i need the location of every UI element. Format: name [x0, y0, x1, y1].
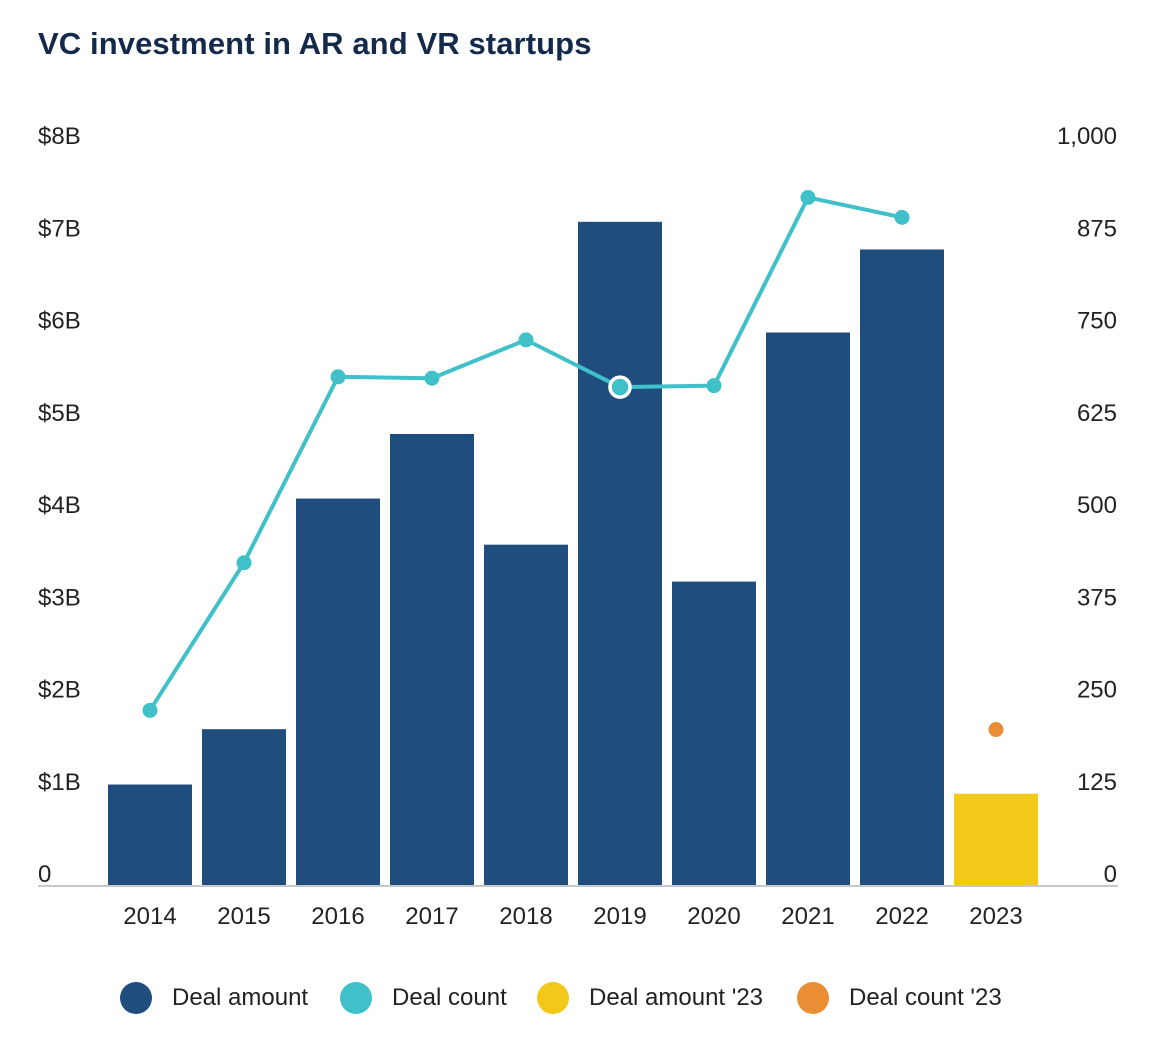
left-axis-tick-label: $6B [38, 308, 81, 335]
bar-2017 [390, 433, 474, 886]
x-axis-tick-label: 2023 [969, 903, 1022, 930]
chart: 0 $1B $2B $3B $4B $5B $6B $7B $8B 0 125 250 375 500 6… [38, 123, 1118, 930]
x-axis-tick-label: 2016 [311, 903, 364, 930]
right-axis-tick-label: 750 [1077, 308, 1117, 335]
deal-count-point-2022 [894, 209, 910, 225]
legend-swatch-deal-amount-23 [537, 982, 569, 1014]
left-axis-ticks: 0 $1B $2B $3B $4B $5B $6B $7B $8B [38, 123, 81, 888]
x-axis-tick-label: 2017 [405, 903, 458, 930]
left-axis-tick-label: $1B [38, 769, 81, 796]
x-axis-tick-label: 2015 [217, 903, 270, 930]
x-axis-tick-label: 2014 [123, 903, 176, 930]
right-axis-ticks: 0 125 250 375 500 625 750 875 1,000 [1057, 123, 1117, 888]
bar-2018 [484, 544, 568, 886]
right-axis-tick-label: 250 [1077, 677, 1117, 704]
bar-2014 [108, 784, 192, 886]
legend-swatch-deal-count-23 [797, 982, 829, 1014]
deal-count-point-2015 [236, 555, 252, 571]
right-axis-tick-label: 1,000 [1057, 123, 1117, 150]
deal-count-point-2021 [800, 189, 816, 205]
bar-2023 [954, 793, 1038, 886]
deal-count-point-2019 [608, 375, 632, 399]
legend-item-deal-count-23[interactable]: Deal count '23 [797, 976, 1002, 1020]
left-axis-tick-label: $7B [38, 215, 81, 242]
x-axis-ticks: 2014 2015 2016 2017 2018 2019 2020 2021 2022 2023 [123, 903, 1022, 930]
legend: Deal amount Deal count Deal amount '23 D… [0, 976, 1162, 1020]
legend-swatch-deal-amount [120, 982, 152, 1014]
left-axis-tick-label: 0 [38, 861, 51, 888]
legend-label: Deal amount [172, 984, 309, 1011]
legend-item-deal-amount-23[interactable]: Deal amount '23 [537, 976, 763, 1020]
deal-count-point-2018 [518, 332, 534, 348]
bar-2015 [202, 729, 286, 886]
x-axis-tick-label: 2019 [593, 903, 646, 930]
legend-label: Deal amount '23 [589, 984, 764, 1011]
chart-title: VC investment in AR and VR startups [38, 26, 592, 61]
legend-item-deal-amount[interactable]: Deal amount [120, 976, 308, 1020]
right-axis-tick-label: 875 [1077, 215, 1117, 242]
right-axis-tick-label: 125 [1077, 769, 1117, 796]
legend-swatch-deal-count [340, 982, 372, 1014]
left-axis-tick-label: $3B [38, 584, 81, 611]
bar-2016 [296, 498, 380, 886]
legend-label: Deal count '23 [849, 984, 1002, 1011]
legend-label: Deal count [392, 984, 507, 1011]
right-axis-tick-label: 625 [1077, 400, 1117, 427]
x-axis-tick-label: 2020 [687, 903, 740, 930]
x-axis-tick-label: 2021 [781, 903, 834, 930]
left-axis-tick-label: $4B [38, 492, 81, 519]
x-axis-tick-label: 2022 [875, 903, 928, 930]
bar-2019 [578, 221, 662, 887]
x-axis-tick-label: 2018 [499, 903, 552, 930]
bars [108, 221, 1038, 887]
right-axis-tick-label: 375 [1077, 584, 1117, 611]
left-axis-tick-label: $8B [38, 123, 81, 150]
bar-2020 [672, 581, 756, 886]
bar-2022 [860, 249, 944, 887]
bar-2021 [766, 332, 850, 886]
legend-item-deal-count[interactable]: Deal count [340, 976, 507, 1020]
deal-count-point-2017 [424, 370, 440, 386]
deal-count-line [142, 189, 1004, 738]
right-axis-tick-label: 500 [1077, 492, 1117, 519]
deal-count-point-2020 [706, 378, 722, 394]
deal-count-point-2016 [330, 369, 346, 385]
right-axis-tick-label: 0 [1104, 861, 1117, 888]
deal-count-point-2014 [142, 702, 158, 718]
deal-count-23-point [988, 722, 1004, 738]
left-axis-tick-label: $5B [38, 400, 81, 427]
left-axis-tick-label: $2B [38, 677, 81, 704]
